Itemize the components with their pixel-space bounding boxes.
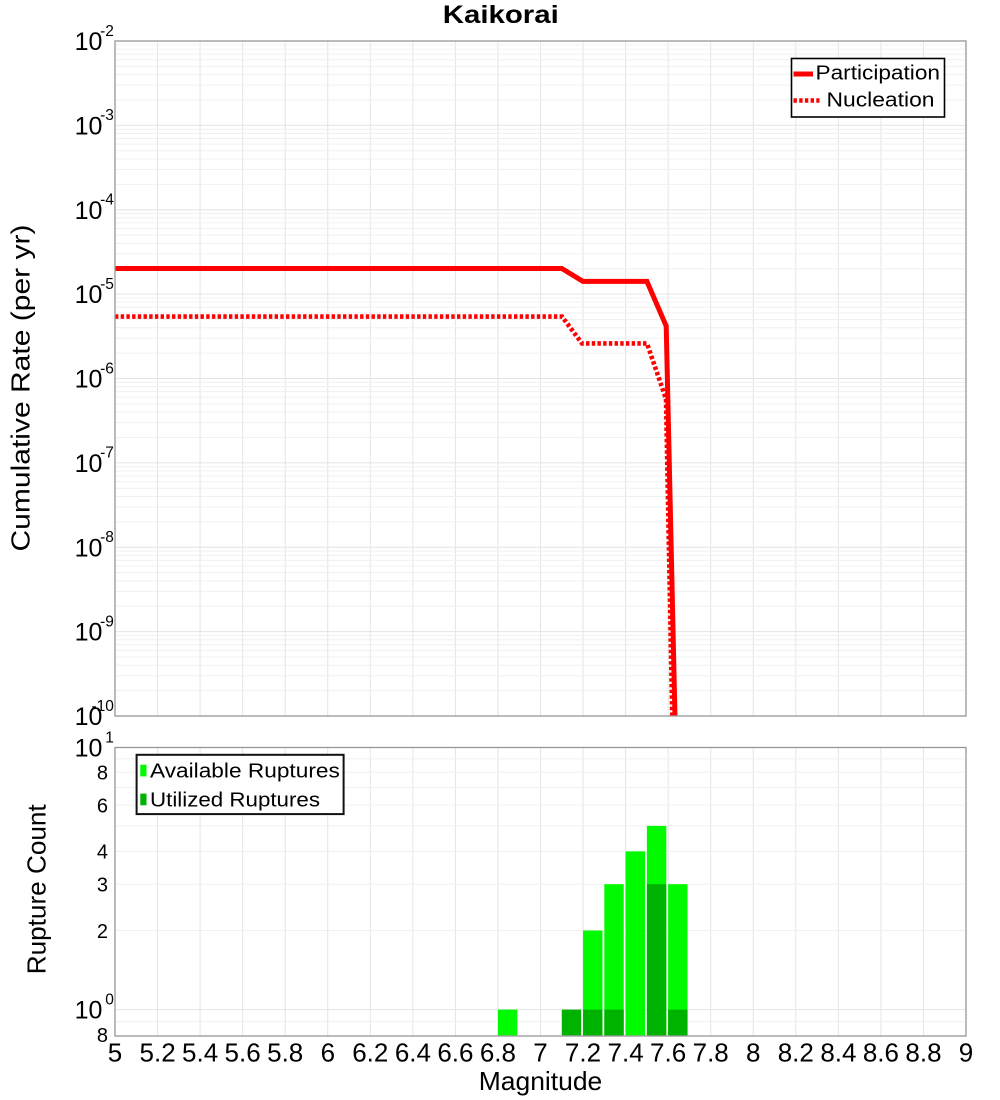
svg-text:8.2: 8.2 — [778, 1038, 814, 1068]
svg-text:10: 10 — [75, 113, 103, 141]
svg-text:6.4: 6.4 — [395, 1038, 431, 1068]
svg-text:2: 2 — [97, 921, 108, 943]
svg-text:-2: -2 — [100, 23, 114, 40]
svg-text:10: 10 — [75, 534, 103, 562]
svg-text:-8: -8 — [100, 529, 114, 546]
svg-text:7.2: 7.2 — [565, 1038, 601, 1068]
svg-text:7.6: 7.6 — [650, 1038, 686, 1068]
svg-text:3: 3 — [97, 875, 108, 897]
svg-text:Rupture Count: Rupture Count — [22, 804, 52, 975]
svg-text:7.4: 7.4 — [608, 1038, 644, 1068]
svg-text:10: 10 — [75, 703, 103, 731]
svg-text:7.8: 7.8 — [693, 1038, 729, 1068]
svg-text:7: 7 — [533, 1038, 547, 1068]
svg-text:10: 10 — [75, 197, 103, 225]
svg-text:8.8: 8.8 — [905, 1038, 941, 1068]
svg-text:Participation: Participation — [816, 63, 941, 85]
svg-text:10: 10 — [75, 28, 103, 56]
svg-text:Magnitude: Magnitude — [479, 1066, 603, 1096]
svg-text:9: 9 — [959, 1038, 973, 1068]
svg-text:5.2: 5.2 — [140, 1038, 176, 1068]
svg-text:-7: -7 — [100, 445, 114, 462]
svg-text:8: 8 — [97, 763, 108, 785]
svg-text:1: 1 — [105, 729, 114, 746]
svg-text:5: 5 — [108, 1038, 122, 1068]
svg-text:8: 8 — [97, 1025, 108, 1047]
svg-text:6: 6 — [321, 1038, 335, 1068]
svg-text:5.6: 5.6 — [225, 1038, 261, 1068]
svg-text:Cumulative Rate (per yr): Cumulative Rate (per yr) — [6, 225, 36, 552]
svg-text:-6: -6 — [100, 360, 114, 377]
svg-text:10: 10 — [75, 997, 103, 1025]
svg-text:-9: -9 — [100, 613, 114, 630]
svg-text:0: 0 — [105, 991, 114, 1008]
svg-text:6.8: 6.8 — [480, 1038, 516, 1068]
svg-text:-5: -5 — [100, 276, 114, 293]
svg-text:Utilized Ruptures: Utilized Ruptures — [150, 790, 320, 812]
svg-text:8: 8 — [746, 1038, 760, 1068]
svg-text:10: 10 — [75, 366, 103, 394]
svg-text:Available Ruptures: Available Ruptures — [150, 761, 340, 783]
svg-text:5.4: 5.4 — [182, 1038, 218, 1068]
svg-text:-3: -3 — [100, 107, 114, 124]
svg-text:4: 4 — [97, 842, 108, 864]
svg-text:10: 10 — [75, 619, 103, 647]
svg-text:Nucleation: Nucleation — [827, 90, 935, 112]
svg-text:6.6: 6.6 — [437, 1038, 473, 1068]
svg-text:-4: -4 — [100, 192, 114, 209]
svg-text:10: 10 — [75, 450, 103, 478]
svg-text:8.6: 8.6 — [863, 1038, 899, 1068]
svg-text:10: 10 — [75, 281, 103, 309]
svg-text:6: 6 — [97, 795, 108, 817]
svg-text:10: 10 — [75, 735, 103, 763]
svg-text:6.2: 6.2 — [352, 1038, 388, 1068]
svg-text:8.4: 8.4 — [820, 1038, 856, 1068]
svg-text:Kaikorai: Kaikorai — [443, 1, 559, 29]
svg-text:-10: -10 — [91, 698, 114, 715]
svg-text:5.8: 5.8 — [267, 1038, 303, 1068]
